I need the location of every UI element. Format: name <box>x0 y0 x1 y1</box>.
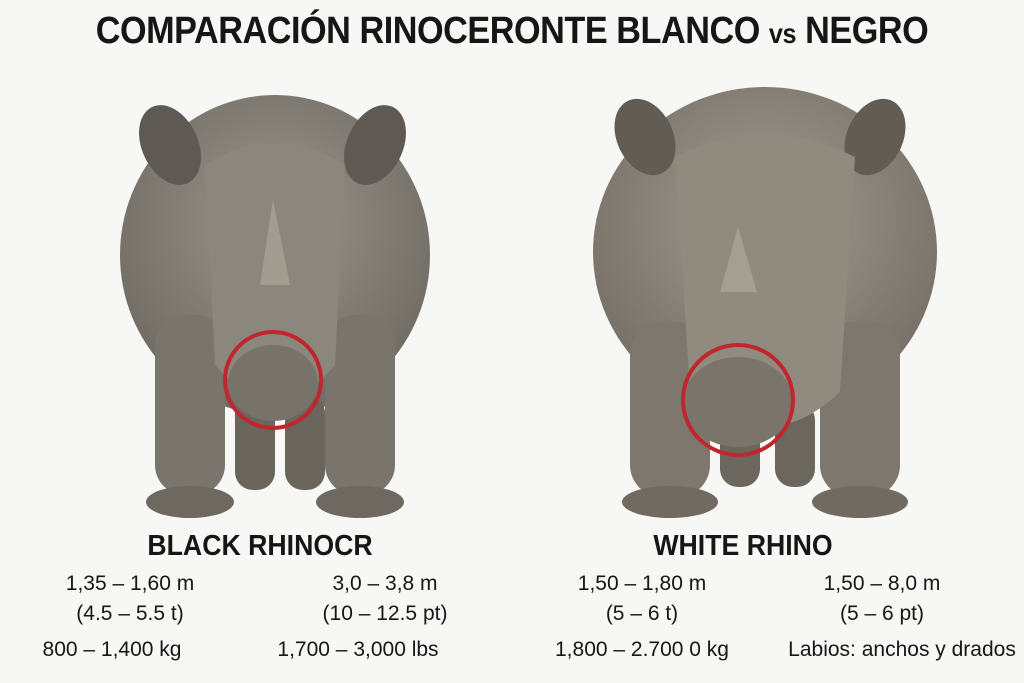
white-rhino-stat: Labios: anchos y drados <box>788 638 1016 661</box>
black-rhino-stat: (10 – 12.5 pt) <box>322 602 448 625</box>
white-rhino-stat: (5 – 6 pt) <box>839 602 925 625</box>
black-rhino-stat: 800 – 1,400 kg <box>42 638 182 661</box>
black-rhino-stat: 3,0 – 3,8 m <box>332 572 438 595</box>
white-rhino-stat: 1,50 – 8,0 m <box>823 572 941 595</box>
white-rhino-stat: 1,50 – 1,80 m <box>577 572 707 595</box>
black-rhino-stat: (4.5 – 5.5 t) <box>76 602 184 625</box>
white-rhino-stat: (5 – 6 t) <box>605 602 679 625</box>
white-rhino-stat: 1,800 – 2.700 0 kg <box>555 638 729 661</box>
black-rhino-image <box>120 95 430 518</box>
white-rhino-image <box>593 87 937 518</box>
lip-highlight-circle <box>223 330 323 430</box>
black-rhino-stat: 1,35 – 1,60 m <box>65 572 195 595</box>
page-title: COMPARACIÓN RINOCERONTE BLANCO vs NEGRO <box>95 10 929 52</box>
black-rhino-stat: 1,700 – 3,000 lbs <box>277 638 439 661</box>
black-rhino-label: BLACK RHINOCR <box>147 530 373 562</box>
white-rhino-label: WHITE RHINO <box>653 530 833 562</box>
lip-highlight-circle <box>681 343 795 457</box>
